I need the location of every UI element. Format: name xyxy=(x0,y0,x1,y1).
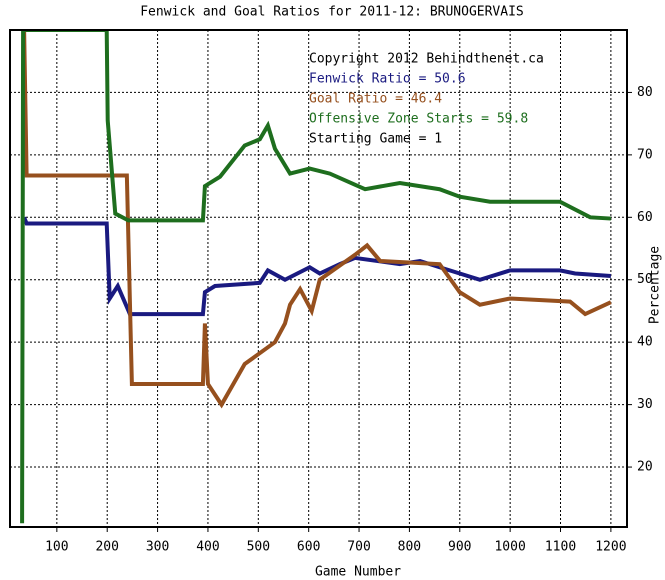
x-tick-label: 900 xyxy=(448,540,471,555)
x-tick-label: 1200 xyxy=(595,540,626,555)
plot-border xyxy=(9,29,628,528)
series-line xyxy=(20,30,612,524)
annotation: Starting Game = 1 xyxy=(309,132,442,147)
y-tick-label: 60 xyxy=(637,210,653,225)
x-tick-label: 600 xyxy=(297,540,320,555)
chart-title: Fenwick and Goal Ratios for 2011-12: BRU… xyxy=(140,5,524,20)
x-tick-label: 500 xyxy=(247,540,270,555)
y-tick-label: 80 xyxy=(637,85,653,100)
x-tick-label: 800 xyxy=(398,540,421,555)
x-axis-label: Game Number xyxy=(315,565,401,580)
annotation: Copyright 2012 Behindthenet.ca xyxy=(309,52,544,67)
y-tick-label: 20 xyxy=(637,460,653,475)
x-tick-label: 700 xyxy=(347,540,370,555)
x-tick-label: 1100 xyxy=(545,540,576,555)
x-tick-label: 1000 xyxy=(494,540,525,555)
x-tick-label: 200 xyxy=(95,540,118,555)
legend-entry: Fenwick Ratio = 50.6 xyxy=(309,72,466,87)
legend-entry: Offensive Zone Starts = 59.8 xyxy=(309,112,528,127)
plot-lines xyxy=(20,30,612,524)
y-tick-label: 70 xyxy=(637,147,653,162)
series-line xyxy=(22,216,612,317)
legend-entry: Goal Ratio = 46.4 xyxy=(309,92,442,107)
y-tick-label: 50 xyxy=(637,272,653,287)
y-tick-label: 40 xyxy=(637,335,653,350)
x-tick-label: 400 xyxy=(196,540,219,555)
x-tick-label: 100 xyxy=(45,540,68,555)
x-tick-label: 300 xyxy=(146,540,169,555)
y-axis-label: Percentage xyxy=(648,246,663,324)
y-tick-label: 30 xyxy=(637,397,653,412)
series-line xyxy=(22,30,612,409)
